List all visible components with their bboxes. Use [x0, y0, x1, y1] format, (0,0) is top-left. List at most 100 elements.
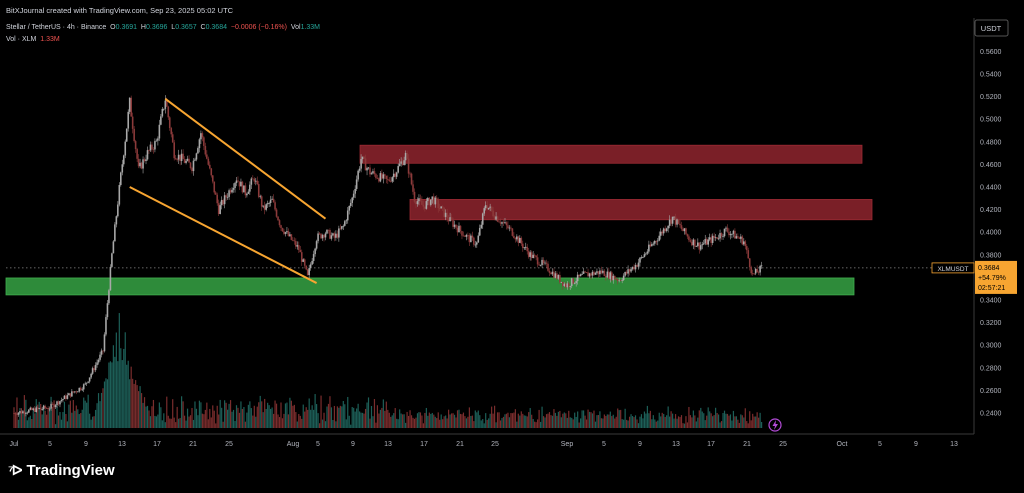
volume-label: Vol · XLM	[6, 36, 37, 43]
volume-bar	[427, 415, 429, 428]
tradingview-logo-icon: ⁷ᐅ	[8, 462, 22, 478]
resistance-zone-lower[interactable]	[409, 199, 873, 221]
candle-body	[694, 239, 696, 247]
volume-bar	[53, 400, 55, 428]
symbol-name[interactable]: Stellar / TetherUS · 4h · Binance	[6, 24, 107, 31]
candle-body	[610, 272, 613, 281]
candle-body	[685, 228, 687, 235]
candle-body	[102, 350, 104, 352]
candle-body	[361, 156, 364, 160]
candle-body	[596, 271, 598, 273]
volume-bar	[694, 415, 696, 428]
candle-body	[120, 172, 122, 186]
volume-bar	[581, 410, 583, 428]
volume-bar	[504, 414, 506, 428]
candle-body	[139, 162, 141, 167]
candle-body	[737, 236, 739, 238]
candle-body	[459, 225, 462, 232]
volume-bar	[384, 410, 386, 428]
volume-bar	[81, 409, 83, 428]
volume-bar	[327, 403, 330, 428]
volume-bar	[182, 401, 184, 428]
candle-body	[618, 280, 620, 282]
volume-bar	[680, 415, 683, 428]
candle-body	[643, 254, 646, 257]
candle-body	[51, 403, 54, 405]
volume-bar	[359, 411, 361, 428]
candle-body	[117, 204, 119, 217]
volume-bar	[93, 416, 95, 428]
volume-bar	[749, 411, 751, 428]
lightning-event-icon[interactable]	[768, 418, 782, 432]
candle-body	[50, 403, 52, 409]
volume-legend[interactable]: Vol · XLM 1.33M	[6, 36, 60, 43]
volume-bar	[726, 413, 729, 428]
candle-body	[109, 266, 112, 291]
symbol-price-tag[interactable]	[931, 262, 975, 274]
candle-body	[114, 224, 116, 242]
last-price-tag[interactable]	[975, 260, 1017, 294]
volume-bar	[394, 408, 396, 428]
volume-bar	[430, 413, 432, 428]
volume-bar	[756, 412, 758, 428]
tradingview-logo[interactable]: ⁷ᐅ TradingView	[8, 462, 115, 479]
volume-bar	[139, 386, 141, 428]
volume-bar	[163, 413, 165, 428]
candle-body	[29, 407, 32, 410]
volume-bar	[445, 415, 447, 428]
candle-body	[594, 272, 597, 275]
candle-body	[734, 230, 736, 239]
volume-bar	[103, 381, 106, 428]
volume-bar	[585, 419, 588, 428]
candle-body	[375, 174, 377, 178]
candle-body	[581, 273, 583, 275]
candle-body	[217, 203, 220, 215]
candle-body	[352, 193, 355, 198]
candle-body	[274, 202, 276, 210]
candle-body	[231, 189, 233, 193]
candle-body	[704, 239, 707, 244]
volume-bar	[47, 409, 49, 428]
candle-body	[605, 276, 607, 278]
volume-bar	[437, 412, 439, 428]
candle-body	[158, 124, 161, 139]
candle-body	[56, 401, 58, 406]
candle-body	[486, 205, 488, 210]
candle-body	[676, 219, 678, 225]
candle-body	[612, 275, 615, 281]
wedge-upper-trendline[interactable]	[164, 98, 327, 220]
wedge-lower-trendline[interactable]	[129, 186, 318, 284]
candle-body	[446, 212, 448, 219]
candle-body	[309, 264, 312, 269]
candle-body	[378, 178, 380, 182]
candle-body	[154, 141, 156, 150]
support-zone[interactable]	[5, 277, 855, 296]
volume-bar	[186, 408, 189, 428]
volume-bar	[583, 410, 585, 428]
candle-body	[557, 275, 560, 279]
candle-body	[82, 384, 85, 390]
volume-bar	[691, 417, 693, 428]
candle-body	[160, 116, 162, 125]
volume-bar	[752, 413, 754, 428]
currency-button[interactable]	[974, 19, 1009, 37]
volume-bar	[550, 415, 552, 428]
time-tick-label: 21	[743, 441, 751, 448]
volume-bar	[317, 413, 319, 428]
volume-bar	[347, 396, 349, 428]
volume-bar	[747, 423, 749, 428]
candle-body	[616, 279, 619, 281]
price-axis[interactable]	[974, 0, 1024, 493]
candle-body	[671, 216, 674, 224]
volume-bar	[378, 413, 380, 428]
candle-body	[252, 178, 254, 180]
candle-body	[93, 368, 95, 371]
volume-bar	[72, 400, 74, 428]
resistance-zone-upper[interactable]	[359, 144, 863, 164]
candle-body	[42, 405, 45, 410]
volume-bar	[87, 394, 89, 428]
volume-bar	[734, 416, 736, 428]
candle-body	[118, 185, 121, 205]
candle-body	[228, 190, 230, 197]
